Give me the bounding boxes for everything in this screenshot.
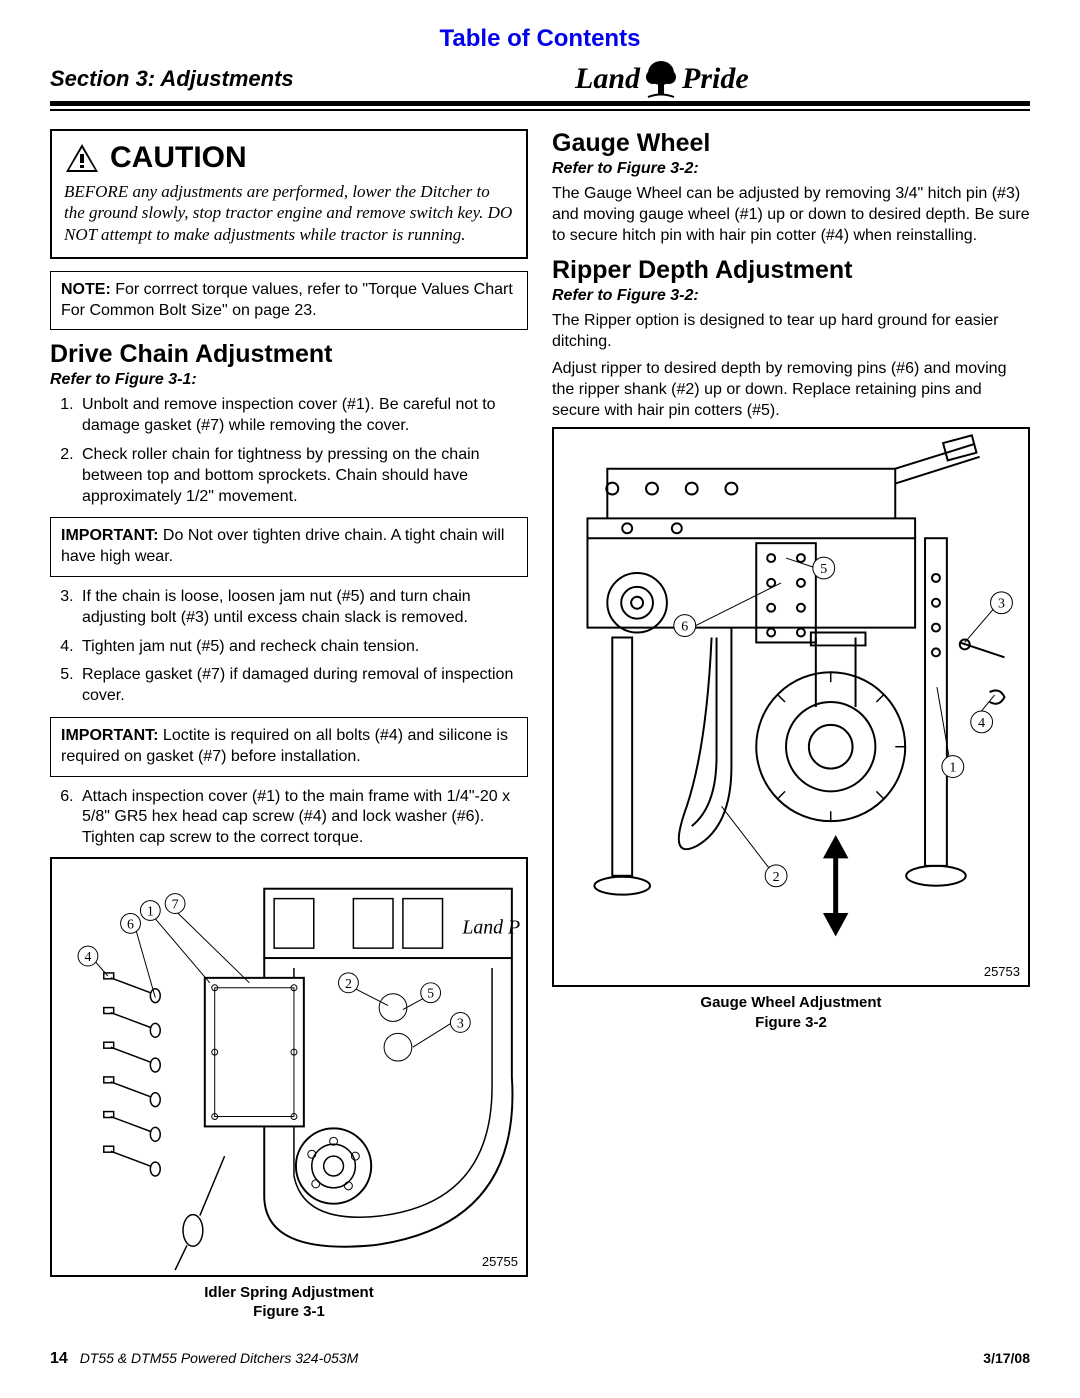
drive-chain-steps-3: Attach inspection cover (#1) to the main… (50, 787, 528, 849)
brand-logo: Land Pride (575, 59, 749, 99)
svg-text:2: 2 (345, 976, 352, 991)
gauge-wheel-body: The Gauge Wheel can be adjusted by remov… (552, 184, 1030, 246)
logo-text-right: Pride (682, 62, 749, 96)
svg-text:6: 6 (127, 916, 134, 931)
toc-link[interactable]: Table of Contents (50, 25, 1030, 53)
svg-text:1: 1 (147, 903, 154, 918)
important-box-1: IMPORTANT: Do Not over tighten drive cha… (50, 517, 528, 577)
svg-text:1: 1 (949, 761, 956, 776)
doc-title: DT55 & DTM55 Powered Ditchers 324-053M (80, 1350, 359, 1366)
note-label: NOTE: (61, 281, 111, 298)
svg-text:Land P: Land P (461, 916, 520, 938)
important-box-2: IMPORTANT: Loctite is required on all bo… (50, 717, 528, 777)
caution-heading: CAUTION (110, 141, 247, 175)
ripper-body-2: Adjust ripper to desired depth by removi… (552, 359, 1030, 421)
step-3: If the chain is loose, loosen jam nut (#… (78, 587, 528, 629)
step-5: Replace gasket (#7) if damaged during re… (78, 665, 528, 707)
svg-text:6: 6 (681, 620, 688, 635)
figure-3-2: 1 2 3 4 5 6 25753 (552, 427, 1030, 987)
page-number: 14 (50, 1350, 68, 1367)
svg-text:3: 3 (998, 597, 1005, 612)
svg-text:2: 2 (773, 870, 780, 885)
figure-2-caption: Gauge Wheel Adjustment Figure 3-2 (552, 993, 1030, 1032)
figure-3-1: Land P (50, 857, 528, 1277)
footer-date: 3/17/08 (983, 1350, 1030, 1366)
step-6: Attach inspection cover (#1) to the main… (78, 787, 528, 849)
ripper-heading: Ripper Depth Adjustment (552, 256, 1030, 285)
svg-text:4: 4 (84, 949, 91, 964)
caution-box: CAUTION BEFORE any adjustments are perfo… (50, 129, 528, 259)
drive-chain-steps-1: Unbolt and remove inspection cover (#1).… (50, 395, 528, 507)
step-4: Tighten jam nut (#5) and recheck chain t… (78, 637, 528, 658)
important-label-2: IMPORTANT: (61, 727, 158, 744)
svg-text:3: 3 (457, 1015, 464, 1030)
page-footer: 14 DT55 & DTM55 Powered Ditchers 324-053… (50, 1350, 1030, 1368)
drive-chain-refer: Refer to Figure 3-1: (50, 371, 528, 389)
figure-1-caption: Idler Spring Adjustment Figure 3-1 (50, 1283, 528, 1322)
warning-icon (64, 142, 100, 174)
figure-2-number: 25753 (984, 964, 1020, 979)
left-column: CAUTION BEFORE any adjustments are perfo… (50, 129, 528, 1322)
page-header: Section 3: Adjustments Land Pride (50, 59, 1030, 106)
drive-chain-heading: Drive Chain Adjustment (50, 340, 528, 369)
logo-text-left: Land (575, 62, 640, 96)
gauge-wheel-heading: Gauge Wheel (552, 129, 1030, 158)
ripper-refer: Refer to Figure 3-2: (552, 287, 1030, 305)
gauge-wheel-refer: Refer to Figure 3-2: (552, 160, 1030, 178)
note-box: NOTE: For corrrect torque values, refer … (50, 271, 528, 331)
svg-text:4: 4 (978, 716, 985, 731)
drive-chain-steps-2: If the chain is loose, loosen jam nut (#… (50, 587, 528, 707)
important-label-1: IMPORTANT: (61, 527, 158, 544)
svg-text:7: 7 (172, 896, 179, 911)
note-text: For corrrect torque values, refer to "To… (61, 281, 513, 319)
caution-body: BEFORE any adjustments are performed, lo… (64, 181, 514, 245)
right-column: Gauge Wheel Refer to Figure 3-2: The Gau… (552, 129, 1030, 1322)
svg-text:5: 5 (427, 986, 434, 1001)
step-2: Check roller chain for tightness by pres… (78, 445, 528, 507)
ripper-body-1: The Ripper option is designed to tear up… (552, 311, 1030, 353)
svg-text:5: 5 (820, 562, 827, 577)
step-1: Unbolt and remove inspection cover (#1).… (78, 395, 528, 437)
tree-icon (644, 59, 678, 99)
figure-1-number: 25755 (482, 1254, 518, 1269)
section-title: Section 3: Adjustments (50, 66, 294, 92)
